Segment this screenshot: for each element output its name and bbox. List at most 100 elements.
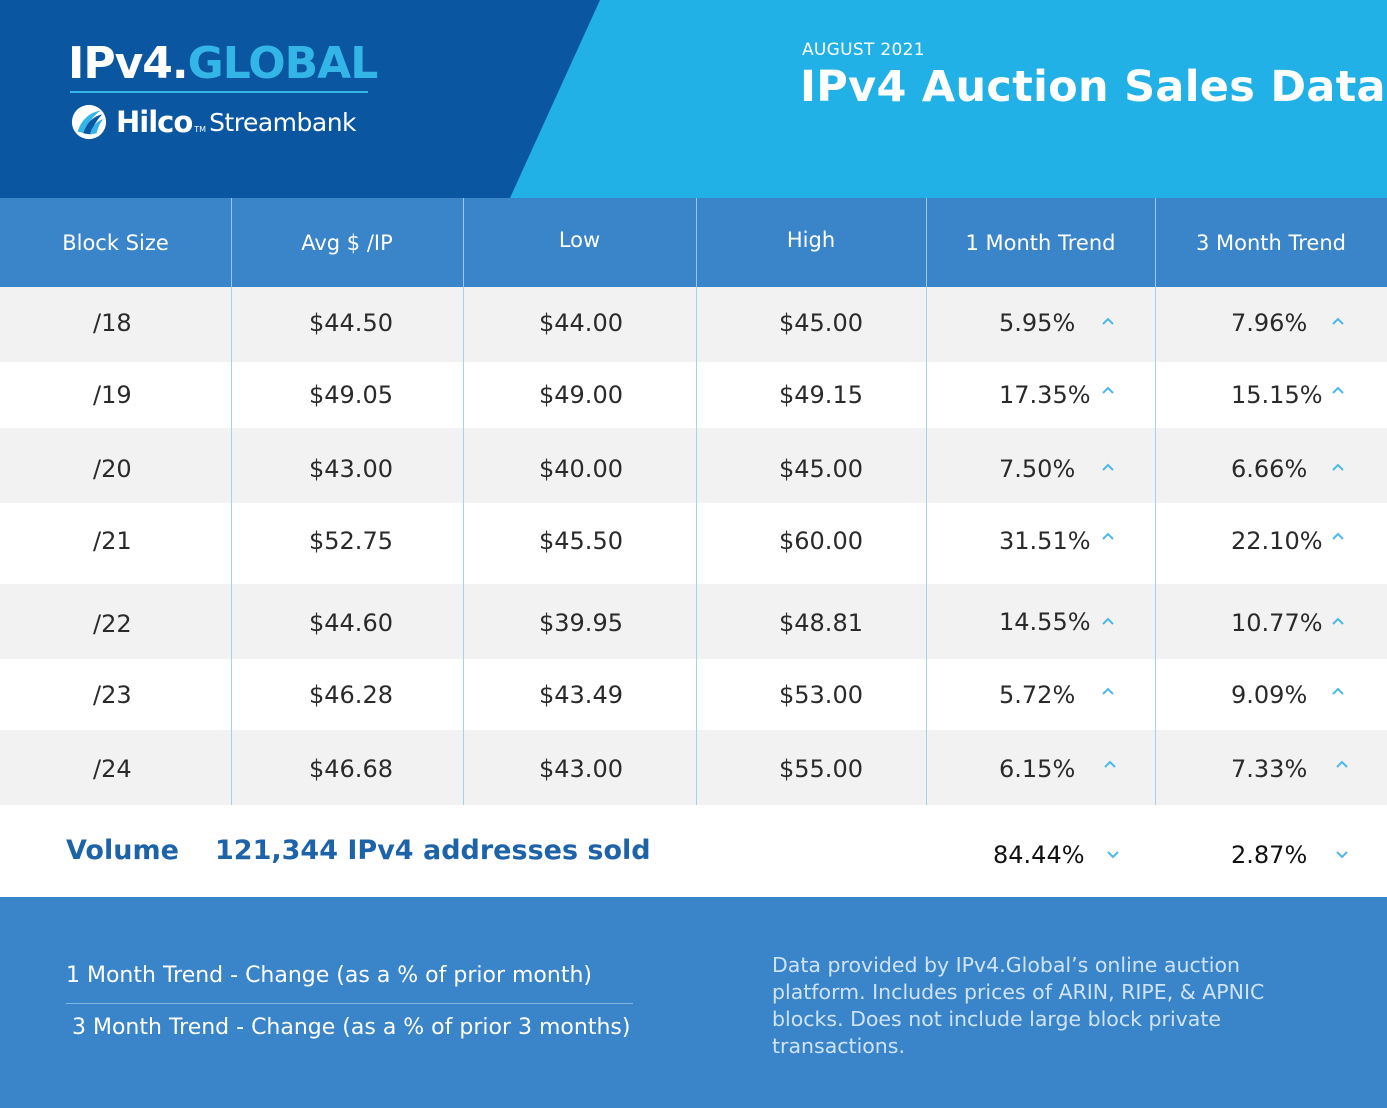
hilco-streambank-logo: Hilco TM Streambank [70,104,357,140]
low-price-cell: $43.49 [539,681,623,709]
caret-up-icon [1332,617,1344,625]
low-price-cell: $44.00 [539,309,623,337]
column-header-high: High [786,227,836,252]
legend-3-month-trend: 3 Month Trend - Change (as a % of prior … [72,1015,631,1040]
caret-up-icon [1332,532,1344,540]
table-row [0,362,1387,428]
low-price-cell: $39.95 [539,609,623,637]
table-header: Block Size Avg $ /IP Low High 1 Month Tr… [0,198,1387,287]
table-row [0,730,1387,805]
trend-1-month-cell: 5.72% [999,681,1076,709]
block-size-cell: /24 [93,755,132,783]
header-dark-panel [0,0,600,198]
trend-3-month-cell: 22.10% [1231,527,1323,555]
column-header-low: Low [558,227,601,252]
caret-up-icon [1332,386,1344,394]
table-row [0,659,1387,730]
block-size-cell: /19 [93,381,132,409]
volume-trend-3-month: 2.87% [1231,841,1308,869]
column-header-block-size: Block Size [62,230,169,255]
table-row [0,584,1387,659]
high-price-cell: $55.00 [779,755,863,783]
block-size-cell: /18 [93,309,132,337]
column-divider [463,287,464,805]
high-price-cell: $53.00 [779,681,863,709]
caret-up-icon [1102,386,1114,394]
high-price-cell: $45.00 [779,455,863,483]
column-divider [463,198,464,287]
avg-price-cell: $49.05 [309,381,393,409]
trend-3-month-cell: 15.15% [1231,381,1323,409]
caret-up-icon [1102,317,1114,325]
trend-3-month-cell: 7.96% [1231,309,1308,337]
high-price-cell: $49.15 [779,381,863,409]
trend-1-month-cell: 14.55% [999,608,1091,636]
column-divider [926,198,927,287]
trend-1-month-cell: 31.51% [999,527,1091,555]
trend-1-month-cell: 5.95% [999,309,1076,337]
column-header-avg: Avg $ /IP [301,230,393,255]
streambank-wordmark: Streambank [209,107,357,137]
volume-trend-1-month: 84.44% [993,841,1085,869]
data-source-note: Data provided by IPv4.Global’s online au… [772,953,1265,1058]
hilco-wordmark: Hilco [116,105,193,139]
avg-price-cell: $44.50 [309,309,393,337]
trademark-mark: TM [194,124,207,134]
avg-price-cell: $43.00 [309,455,393,483]
table-row [0,287,1387,362]
low-price-cell: $45.50 [539,527,623,555]
caret-up-icon [1102,687,1114,695]
caret-up-icon [1102,463,1114,471]
caret-up-icon [1332,317,1344,325]
caret-down-icon [1336,851,1348,859]
report-date: AUGUST 2021 [802,40,925,60]
block-size-cell: /22 [93,610,132,638]
caret-down-icon [1107,851,1119,859]
table-row [0,428,1387,503]
logo-underline [70,91,368,93]
high-price-cell: $48.81 [779,609,863,637]
ipv4-global-logo: IPv4.GLOBAL [68,38,379,90]
volume-label: Volume [66,835,179,866]
avg-price-cell: $44.60 [309,609,393,637]
trend-3-month-cell: 10.77% [1231,609,1323,637]
header-banner: IPv4.GLOBAL Hilco TM Streambank AUGUST 2… [0,0,1387,198]
footer-panel [0,897,1387,1108]
caret-up-icon [1102,617,1114,625]
high-price-cell: $60.00 [779,527,863,555]
caret-up-icon [1332,687,1344,695]
column-divider [696,198,697,287]
column-header-1-month-trend: 1 Month Trend [965,230,1116,255]
caret-up-icon [1102,532,1114,540]
page-title: IPv4 Auction Sales Data [800,62,1386,112]
column-divider [231,198,232,287]
logo-suffix: GLOBAL [187,38,379,89]
trend-1-month-cell: 17.35% [999,381,1091,409]
column-divider [926,287,927,805]
block-size-cell: /21 [93,527,132,555]
trend-1-month-cell: 6.15% [999,755,1076,783]
logo-prefix: IPv4. [68,38,189,89]
caret-up-icon [1336,760,1348,768]
caret-up-icon [1104,760,1116,768]
hilco-swoosh-icon [71,104,107,140]
low-price-cell: $43.00 [539,755,623,783]
avg-price-cell: $52.75 [309,527,393,555]
table-row [0,503,1387,584]
avg-price-cell: $46.68 [309,755,393,783]
trend-1-month-cell: 7.50% [999,455,1076,483]
column-divider [696,287,697,805]
column-divider [231,287,232,805]
volume-value: 121,344 IPv4 addresses sold [215,835,651,866]
trend-3-month-cell: 9.09% [1231,681,1308,709]
column-divider [1155,198,1156,287]
legend-1-month-trend: 1 Month Trend - Change (as a % of prior … [66,963,592,988]
column-divider [1155,287,1156,805]
low-price-cell: $40.00 [539,455,623,483]
trend-3-month-cell: 7.33% [1231,755,1308,783]
legend-divider [66,1003,633,1004]
trend-3-month-cell: 6.66% [1231,455,1308,483]
high-price-cell: $45.00 [779,309,863,337]
caret-up-icon [1332,463,1344,471]
low-price-cell: $49.00 [539,381,623,409]
